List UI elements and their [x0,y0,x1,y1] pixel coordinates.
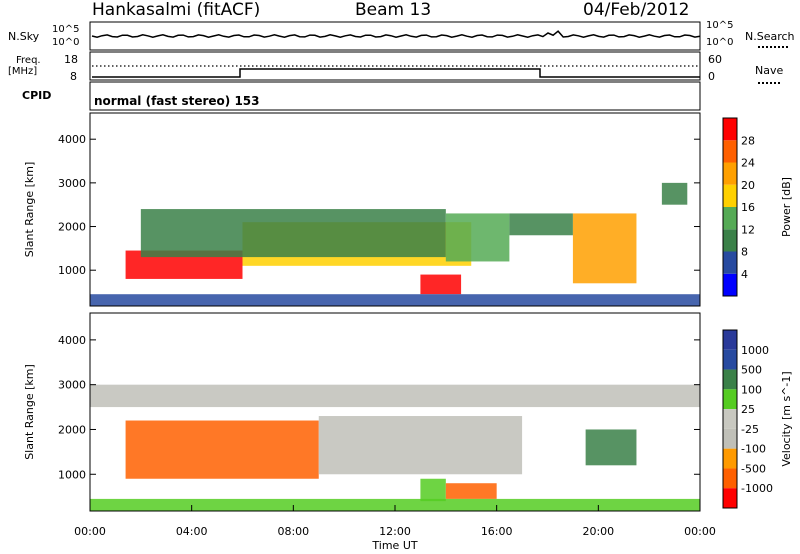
velocity-colorbar-segment-0 [723,330,737,350]
noise-sky-label: N.Sky [8,30,40,43]
velocity-region-2 [420,478,446,502]
velocity-colorbar-segment-7 [723,468,737,489]
velocity-colorbar-frame [722,329,738,509]
power-region-3 [420,274,462,295]
velocity-colorbar-tick-2: 100 [741,383,762,396]
ytick-label-0: 1000 [58,264,86,277]
power-colorbar-segment-3 [723,207,737,230]
power-colorbar-tick-6: 28 [741,134,755,147]
freq-panel-frame [89,51,701,81]
power-colorbar-segment-2 [723,229,737,252]
noise-search-legend-line [758,46,788,48]
nave-label: Nave [755,64,784,77]
velocity-colorbar-segment-5 [723,428,737,449]
power-colorbar-segment-5 [723,162,737,185]
velocity-region-6 [90,498,700,511]
colorbars: 4 8 12 16 20 24 28 Power [dB] 1000 500 100 25 -25 -10… [722,117,793,509]
station-title: Hankasalmi (fitACF) [92,0,261,20]
xtick-label-6: 00:00 [684,525,716,538]
velocity-region-3 [445,483,497,499]
noise-ytick-top-right: 10^5 [706,20,734,31]
velocity-colorbar-tick-0: 1000 [741,344,769,357]
ytick-label-2: 3000 [58,177,86,190]
ylabel: Slant Range [km] [23,364,36,460]
ytick-label-1: 2000 [58,423,86,436]
velocity-region-5 [90,384,700,408]
velocity-colorbar-tick-1: 500 [741,364,762,377]
beam-title: Beam 13 [355,0,432,20]
power-colorbar-segment-7 [723,118,737,141]
xtick-label-4: 16:00 [481,525,513,538]
ytick-label-0: 1000 [58,468,86,481]
date-title: 04/Feb/2012 [583,0,690,20]
chart-frame [89,112,701,307]
nave-tick-bottom: 0 [708,70,715,83]
velocity-colorbar-tick-3: 25 [741,403,755,416]
noise-panel-frame [89,21,701,51]
velocity-colorbar-segment-4 [723,409,737,429]
xtick-label-0: 00:00 [74,525,106,538]
chart-frame [89,312,701,512]
velocity-colorbar-label: Velocity [m s^-1] [780,371,793,466]
velocity-colorbar-tick-5: -100 [741,443,766,456]
power-region-5 [509,213,573,236]
power-colorbar-tick-4: 20 [741,179,755,192]
noise-sky-trace [91,30,701,38]
ytick-label-3: 4000 [58,334,86,347]
ytick-label-1: 2000 [58,221,86,234]
cpid-panel-frame [89,81,701,111]
noise-ytick-top-left: 10^5 [52,24,80,35]
velocity-region-0 [125,420,319,479]
power-region-2 [140,209,446,258]
velocity-region-1 [318,416,523,475]
power-colorbar-segment-4 [723,184,737,207]
power-region-7 [661,182,688,205]
freq-unit-label: [MHz] [8,66,38,77]
nave-legend-line [758,82,780,84]
power-region-8 [90,294,700,306]
freq-trace [92,68,700,78]
xtick-label-1: 04:00 [176,525,208,538]
power-colorbar-label: Power [dB] [780,177,793,237]
xtick-label-3: 12:00 [379,525,411,538]
cpid-value: normal (fast stereo) 153 [94,94,260,108]
freq-label: Freq. [16,55,41,66]
power-colorbar-frame [722,117,738,297]
velocity-colorbar-segment-2 [723,369,737,390]
xtick-label-5: 20:00 [582,525,614,538]
ytick-label-2: 3000 [58,379,86,392]
noise-search-label: N.Search [745,30,795,43]
velocity-region-4 [585,429,637,466]
velocity-colorbar-tick-7: -1000 [741,482,773,495]
noise-ytick-bottom-right: 10^0 [706,37,734,48]
power-colorbar-segment-1 [723,251,737,274]
noise-ytick-bottom-left: 10^0 [52,37,80,48]
power-chart: 1000 2000 3000 4000 Slant Range [km] [23,112,701,307]
velocity-colorbar-segment-3 [723,389,737,410]
power-colorbar-tick-5: 24 [741,157,755,170]
xlabel: Time UT [371,539,417,552]
velocity-colorbar-segment-1 [723,349,737,370]
cpid-label: CPID [22,89,52,102]
velocity-colorbar-segment-8 [723,488,737,508]
ylabel: Slant Range [km] [23,162,36,258]
ytick-label-3: 4000 [58,133,86,146]
velocity-colorbar-segment-6 [723,448,737,469]
xtick-label-2: 08:00 [277,525,309,538]
nave-tick-top: 60 [708,53,722,66]
power-region-4 [445,213,510,262]
power-colorbar-tick-2: 12 [741,223,755,236]
velocity-colorbar-tick-4: -25 [741,423,759,436]
power-colorbar-segment-0 [723,273,737,296]
velocity-colorbar-tick-6: -500 [741,462,766,475]
power-colorbar-tick-0: 4 [741,268,748,281]
power-colorbar-tick-3: 16 [741,201,755,214]
velocity-chart: 1000 2000 3000 4000 Slant Range [km] 00:00 04:… [23,312,716,552]
power-colorbar-tick-1: 8 [741,246,748,259]
freq-tick-bottom: 8 [70,70,77,83]
freq-tick-top: 18 [64,53,78,66]
power-colorbar-segment-6 [723,140,737,163]
power-region-6 [572,213,637,284]
